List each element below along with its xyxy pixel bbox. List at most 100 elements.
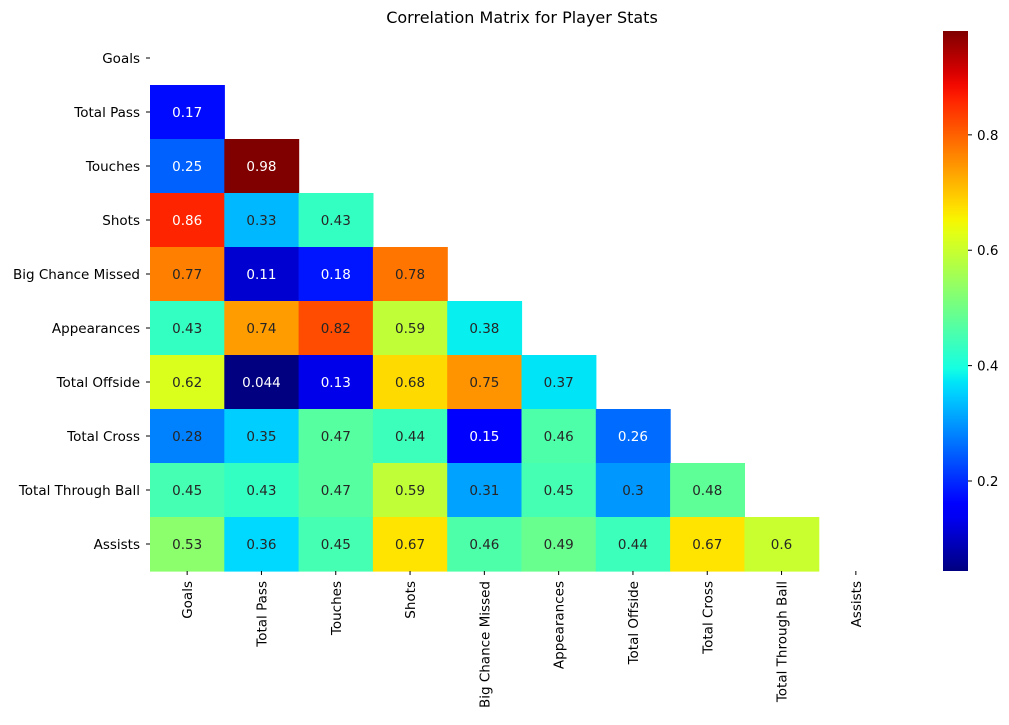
cell-value-label: 0.77 [172, 267, 202, 283]
heatmap-cell-shots-goals [150, 193, 225, 248]
heatmap-cell-shots-touches [298, 193, 374, 248]
cell-value-label: 0.15 [469, 429, 499, 445]
cell-value-label: 0.62 [172, 375, 202, 391]
heatmap-cell-appearances-big-chance-missed [447, 301, 523, 356]
y-tick-label-big-chance-missed: Big Chance Missed [13, 267, 140, 283]
cell-value-label: 0.82 [321, 321, 351, 337]
heatmap-cell-assists-total-cross [670, 517, 745, 572]
heatmap-cell-assists-total-offside [595, 517, 671, 572]
cell-value-label: 0.98 [246, 159, 276, 175]
colorbar-tick-label: 0.6 [977, 243, 998, 259]
y-tick-label-appearances: Appearances [52, 321, 140, 337]
y-axis-tick-labels: Goals Total Pass Touches Shots Big Chance Mi… [13, 51, 150, 553]
heatmap-cell-big-chance-missed-goals [150, 247, 225, 302]
heatmap-cell-total-through-ball-total-pass [224, 463, 300, 518]
cell-value-label: 0.6 [771, 537, 792, 553]
colorbar-tick-label: 0.8 [977, 128, 998, 144]
y-tick-label-total-offside: Total Offside [56, 375, 140, 391]
x-tick-label-total-offside: Total Offside [626, 581, 642, 665]
cell-value-label: 0.67 [395, 537, 425, 553]
x-tick-label-total-pass: Total Pass [254, 581, 270, 648]
heatmap-cell-assists-big-chance-missed [447, 517, 523, 572]
cell-value-label: 0.43 [321, 213, 351, 229]
cell-value-label: 0.48 [692, 483, 722, 499]
colorbar-tick-label: 0.4 [977, 359, 998, 375]
y-tick-label-total-through-ball: Total Through Ball [18, 483, 140, 499]
cell-value-label: 0.46 [544, 429, 574, 445]
heatmap-cell-assists-appearances [521, 517, 597, 572]
heatmap-cell-appearances-shots [372, 301, 448, 356]
heatmap-cell-total-through-ball-total-offside [595, 463, 671, 518]
y-tick-label-touches: Touches [85, 159, 140, 175]
heatmap-cell-total-through-ball-appearances [521, 463, 597, 518]
cell-value-label: 0.75 [469, 375, 499, 391]
heatmap-cell-total-offside-shots [372, 355, 448, 410]
heatmap-cell-assists-shots [372, 517, 448, 572]
cell-value-label: 0.59 [395, 483, 425, 499]
heatmap-cell-total-through-ball-touches [298, 463, 374, 518]
colorbar: 0.2 0.4 0.6 0.8 [943, 31, 998, 571]
cell-value-label: 0.59 [395, 321, 425, 337]
x-tick-label-total-cross: Total Cross [700, 581, 716, 655]
cell-value-label: 0.78 [395, 267, 425, 283]
heatmap-cell-total-cross-big-chance-missed [447, 409, 523, 464]
heatmap-cell-big-chance-missed-shots [372, 247, 448, 302]
y-tick-label-assists: Assists [94, 537, 140, 553]
cell-value-label: 0.45 [544, 483, 574, 499]
cell-value-label: 0.11 [246, 267, 276, 283]
x-tick-label-total-through-ball: Total Through Ball [775, 581, 791, 703]
y-tick-label-total-cross: Total Cross [66, 429, 140, 445]
heatmap-cell-appearances-total-pass [224, 301, 300, 356]
cell-value-label: 0.37 [544, 375, 574, 391]
x-tick-label-assists: Assists [849, 581, 865, 627]
heatmap-cell-total-cross-total-pass [224, 409, 300, 464]
cell-value-label: 0.28 [172, 429, 202, 445]
cell-value-label: 0.31 [469, 483, 499, 499]
heatmap-cell-total-cross-appearances [521, 409, 597, 464]
heatmap-cell-total-through-ball-goals [150, 463, 225, 518]
heatmap-cell-total-offside-appearances [521, 355, 597, 410]
y-tick-label-shots: Shots [102, 213, 140, 229]
cell-value-label: 0.74 [246, 321, 276, 337]
chart-title: Correlation Matrix for Player Stats [386, 8, 658, 27]
cell-value-label: 0.38 [469, 321, 499, 337]
heatmap-cell-total-pass-goals [150, 85, 225, 140]
colorbar-gradient [943, 31, 968, 571]
cell-value-label: 0.43 [172, 321, 202, 337]
x-tick-label-big-chance-missed: Big Chance Missed [477, 581, 493, 708]
heatmap-cell-assists-goals [150, 517, 225, 572]
cell-value-label: 0.47 [321, 429, 351, 445]
heatmap-cell-total-cross-goals [150, 409, 225, 464]
heatmap-cell-big-chance-missed-touches [298, 247, 374, 302]
cell-value-label: 0.49 [544, 537, 574, 553]
heatmap-cell-appearances-touches [298, 301, 374, 356]
heatmap-cell-total-cross-shots [372, 409, 448, 464]
cell-value-label: 0.33 [246, 213, 276, 229]
cell-value-label: 0.044 [242, 375, 281, 391]
heatmap-cell-total-offside-touches [298, 355, 374, 410]
cell-value-label: 0.86 [172, 213, 202, 229]
heatmap-cell-total-through-ball-shots [372, 463, 448, 518]
cell-value-label: 0.68 [395, 375, 425, 391]
heatmap-cell-total-through-ball-total-cross [670, 463, 745, 518]
heatmap-cells: 0.17 0.25 0.98 0.86 0.33 0.43 0.77 0.11 0.18 0.78… [150, 85, 820, 572]
x-axis-tick-labels: Goals Total Pass Touches Shots Big Chance Mi… [180, 571, 865, 708]
cell-value-label: 0.35 [246, 429, 276, 445]
x-tick-label-goals: Goals [180, 581, 196, 619]
cell-value-label: 0.44 [618, 537, 648, 553]
heatmap-cell-shots-total-pass [224, 193, 300, 248]
heatmap-cell-total-through-ball-big-chance-missed [447, 463, 523, 518]
x-tick-label-appearances: Appearances [552, 581, 568, 669]
heatmap-cell-big-chance-missed-total-pass [224, 247, 300, 302]
cell-value-label: 0.45 [321, 537, 351, 553]
heatmap-cell-assists-total-pass [224, 517, 300, 572]
y-tick-label-goals: Goals [102, 51, 140, 67]
heatmap-cell-total-offside-total-pass [224, 355, 300, 410]
cell-value-label: 0.17 [172, 105, 202, 121]
cell-value-label: 0.36 [246, 537, 276, 553]
heatmap-cell-touches-total-pass [224, 139, 300, 194]
cell-value-label: 0.18 [321, 267, 351, 283]
heatmap-cell-assists-touches [298, 517, 374, 572]
